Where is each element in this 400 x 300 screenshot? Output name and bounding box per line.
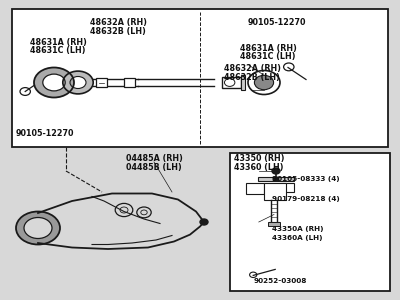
Bar (241, 75, 245, 90)
Bar (222, 77, 241, 88)
Text: 90252-03008: 90252-03008 (254, 278, 307, 284)
Text: 04485A (RH): 04485A (RH) (126, 154, 183, 163)
Text: 90179-08218 (4): 90179-08218 (4) (272, 196, 340, 202)
Bar (124, 78, 135, 87)
Circle shape (254, 75, 274, 90)
Circle shape (273, 177, 279, 181)
Text: 48632A (RH): 48632A (RH) (90, 18, 147, 27)
Text: 48632B (LH): 48632B (LH) (90, 27, 146, 36)
Text: 43360A (LH): 43360A (LH) (272, 235, 322, 241)
Circle shape (200, 219, 208, 225)
Text: 90105-12270: 90105-12270 (16, 129, 74, 138)
Bar (264, 183, 286, 200)
Text: 48632A (RH): 48632A (RH) (224, 64, 281, 73)
Text: 43350 (RH): 43350 (RH) (234, 154, 284, 163)
Wedge shape (34, 68, 74, 98)
Bar (268, 222, 280, 226)
Bar (280, 183, 294, 192)
Text: 90105-08333 (4): 90105-08333 (4) (272, 176, 340, 182)
Text: 43350A (RH): 43350A (RH) (272, 226, 324, 232)
Bar (96, 78, 107, 87)
Bar (12, 9, 388, 147)
Text: 90105-12270: 90105-12270 (248, 18, 306, 27)
Wedge shape (63, 71, 93, 94)
Text: 43360 (LH): 43360 (LH) (234, 163, 284, 172)
Text: 48631A (RH): 48631A (RH) (30, 38, 87, 46)
Text: 48631A (RH): 48631A (RH) (240, 44, 297, 52)
Bar (230, 153, 390, 291)
Text: 04485B (LH): 04485B (LH) (126, 163, 182, 172)
Wedge shape (16, 212, 60, 244)
Circle shape (272, 168, 280, 174)
Bar (246, 183, 264, 194)
Text: 48631C (LH): 48631C (LH) (240, 52, 296, 62)
Text: 48631C (LH): 48631C (LH) (30, 46, 86, 56)
Text: 48632B (LH): 48632B (LH) (224, 73, 280, 82)
Bar (258, 177, 294, 181)
